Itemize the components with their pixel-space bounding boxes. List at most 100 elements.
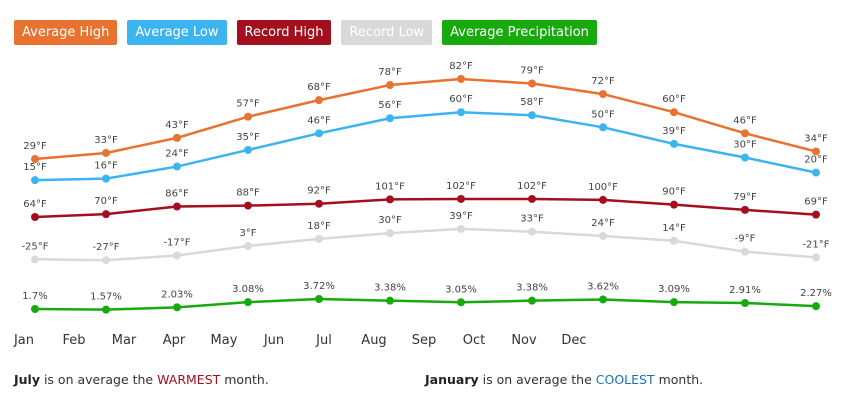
x-tick-label: Jan [13,333,34,348]
data-point [528,194,536,203]
data-label: 29°F [23,141,47,152]
data-point [741,205,749,214]
data-point [386,229,394,238]
x-tick-label: Apr [163,333,186,348]
data-label: 30°F [733,140,757,151]
data-point [244,112,252,121]
data-label: 3.62% [587,281,619,292]
data-label: 86°F [165,189,189,200]
data-point [670,139,678,148]
data-point [315,199,323,208]
data-label: 64°F [23,199,47,210]
data-point [315,129,323,138]
series-line [34,197,817,219]
data-label: 2.91% [729,285,761,296]
data-label: 30°F [378,215,402,226]
data-point [173,202,181,211]
data-label: 14°F [662,223,686,234]
data-label: 79°F [520,66,544,77]
data-label: 69°F [804,197,828,208]
data-point [457,194,465,203]
data-point [812,147,820,156]
data-label: 2.03% [161,289,193,300]
data-point [102,256,110,265]
legend-button[interactable]: Record Low [341,20,433,45]
data-label: 68°F [307,82,331,93]
data-label: 1.7% [22,291,47,302]
data-label: 3.09% [658,284,690,295]
data-point [457,298,465,307]
data-point [599,295,607,304]
data-point [173,162,181,171]
legend-button[interactable]: Average Precipitation [442,20,597,45]
data-point [244,201,252,210]
data-point [173,133,181,142]
data-label: 18°F [307,221,331,232]
data-point [31,155,39,164]
data-label: -27°F [92,242,119,253]
legend-button[interactable]: Average High [14,20,118,45]
legend-button[interactable]: Record High [236,20,332,45]
data-label: 101°F [375,181,405,192]
data-point [102,148,110,157]
x-tick-label: Mar [112,333,137,348]
legend-button[interactable]: Average Low [127,20,227,45]
data-label: -25°F [21,241,48,252]
footer-end: month. [654,372,704,387]
data-point [102,210,110,219]
data-point [315,234,323,243]
data-label: 3.72% [303,281,335,292]
data-point [741,247,749,256]
data-label: 20°F [804,155,828,166]
footer-line: January is on average the COOLEST month. [425,372,703,387]
data-point [31,176,39,185]
data-label: 16°F [94,161,118,172]
data-point [670,200,678,209]
data-point [457,108,465,117]
data-point [457,74,465,83]
footer-month: July [14,372,40,387]
data-point [31,304,39,313]
x-tick-label: Dec [561,333,586,348]
data-label: 102°F [517,181,547,192]
data-point [31,213,39,221]
data-point [173,251,181,260]
data-label: 2.27% [800,288,832,299]
data-label: 1.57% [90,292,122,303]
data-label: 78°F [378,67,402,78]
legend: Average High Average Low Record High Record… [14,20,597,45]
data-label: 102°F [446,181,476,192]
footer-word: COOLEST [595,372,655,387]
data-label: 50°F [591,109,615,120]
data-point [244,298,252,307]
data-point [102,174,110,183]
data-label: 35°F [236,132,260,143]
data-label: 46°F [733,115,757,126]
data-label: 34°F [804,133,828,144]
series-line [34,297,817,311]
data-point [599,90,607,99]
data-point [173,303,181,312]
data-label: 3.05% [445,284,477,295]
data-label: 60°F [662,94,686,105]
data-point [315,294,323,303]
data-label: 72°F [591,76,615,87]
data-label: 58°F [520,97,544,108]
data-label: 60°F [449,94,473,105]
data-point [670,236,678,245]
data-label: 70°F [94,196,118,207]
data-point [670,298,678,307]
data-point [599,232,607,240]
data-label: 43°F [165,120,189,131]
data-label: 39°F [662,126,686,137]
data-point [457,224,465,233]
data-point [244,145,252,154]
data-label: 82°F [449,61,473,72]
data-point [812,302,820,311]
footer-end: month. [220,372,269,387]
x-tick-label: May [211,333,238,348]
data-point [386,195,394,204]
data-label: 90°F [662,187,686,198]
x-tick-label: Jun [263,333,284,348]
data-label: 46°F [307,115,331,126]
